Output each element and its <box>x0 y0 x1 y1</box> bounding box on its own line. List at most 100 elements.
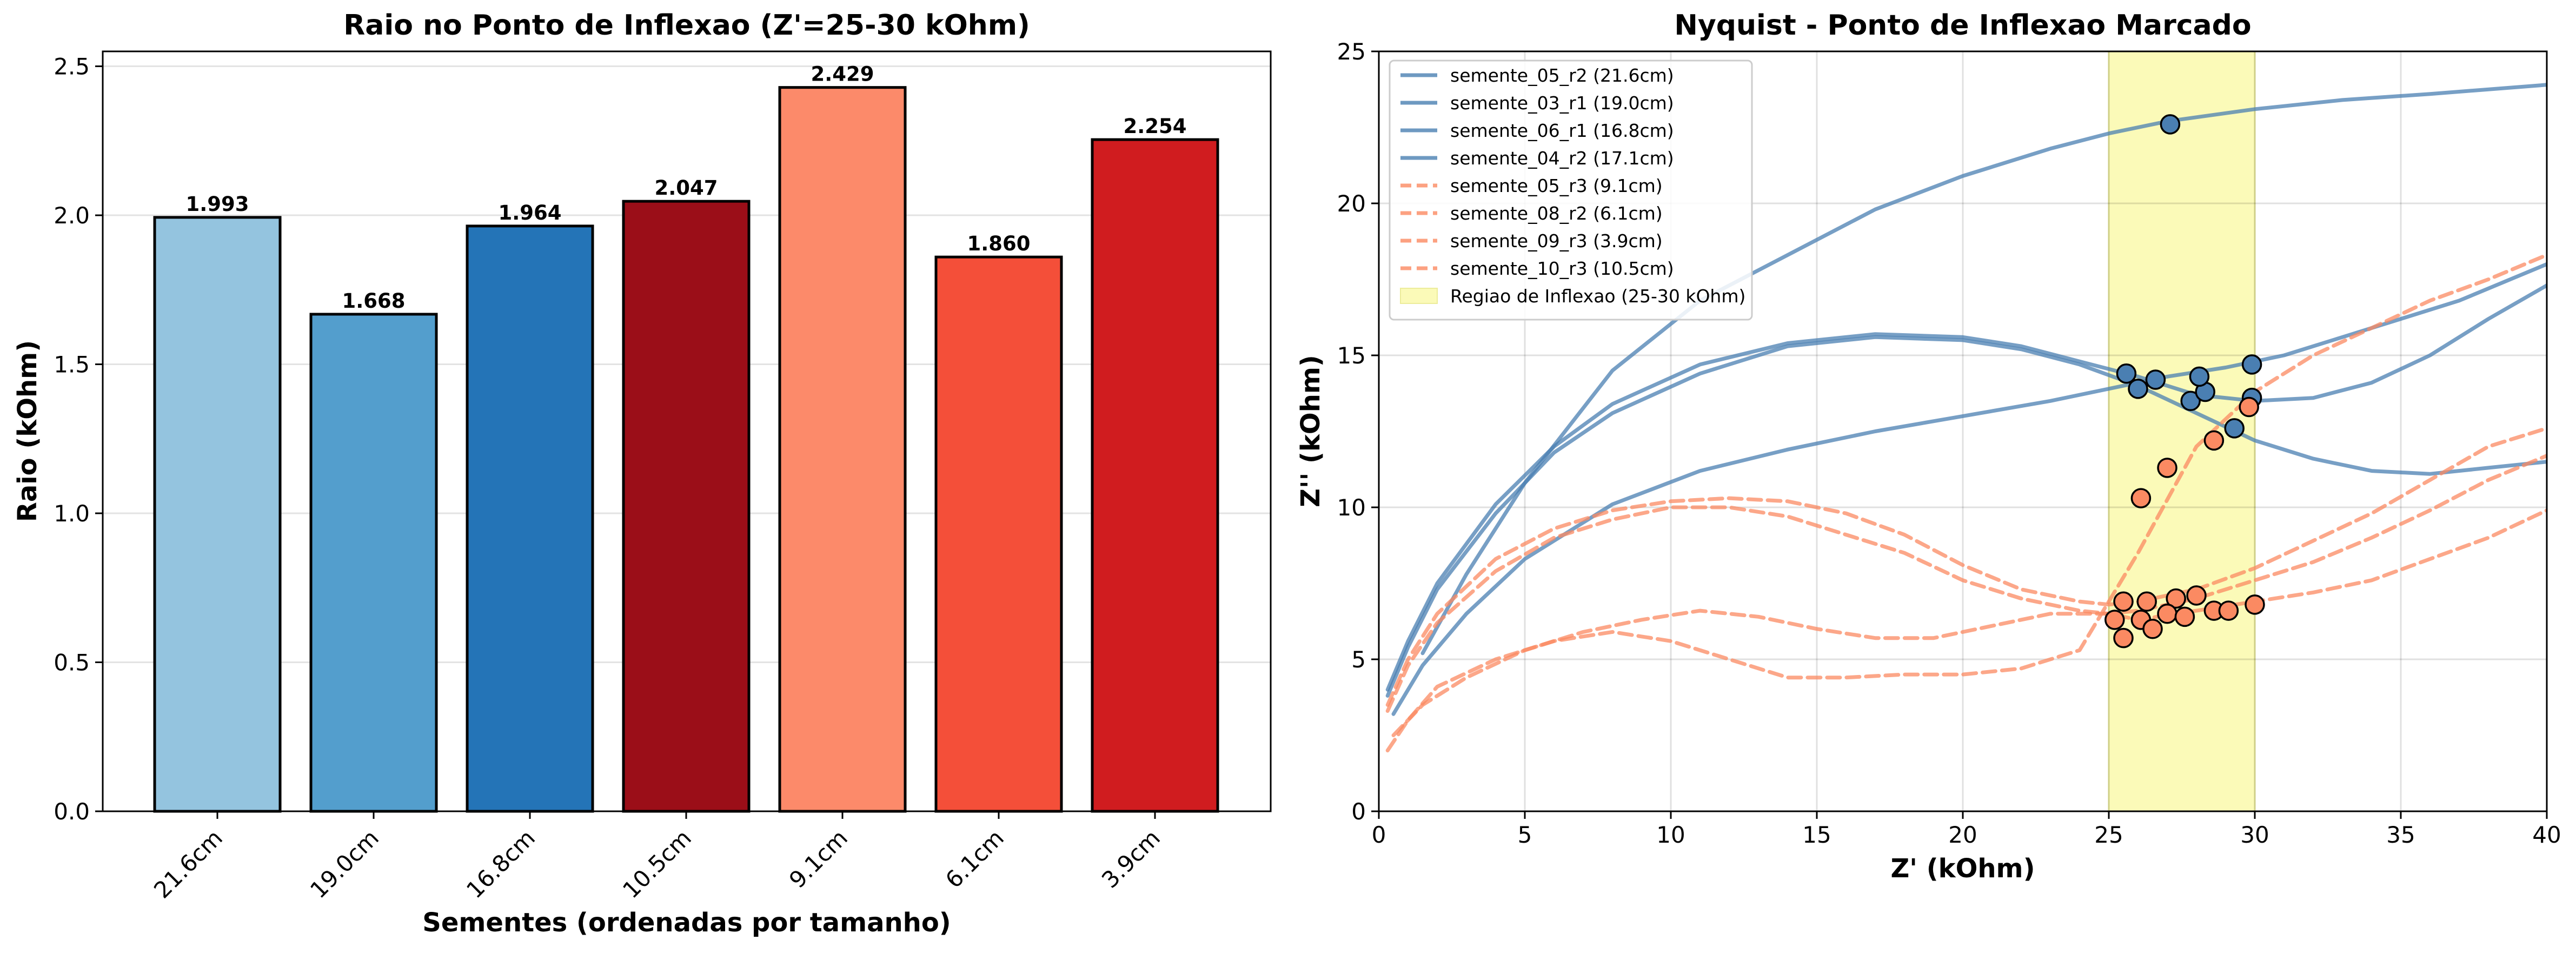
inflection-marker <box>2239 396 2259 418</box>
bar-chart-x-axis-label: Sementes (ordenadas por tamanho) <box>422 908 951 938</box>
inflection-marker <box>2174 606 2195 627</box>
bar-chart-bars <box>153 86 1219 813</box>
inflection-marker <box>2136 591 2157 612</box>
legend-entry: semente_06_r1 (16.8cm) <box>1450 120 1674 141</box>
inflection-marker <box>2224 418 2245 439</box>
legend-swatch <box>1400 288 1438 304</box>
bar-chart-title: Raio no Ponto de Inflexao (Z'=25-30 kOhm… <box>343 9 1030 42</box>
bar <box>309 313 438 813</box>
bar-x-tick-label: 10.5cm <box>618 824 696 903</box>
nyq-y-tick-label: 5 <box>1351 646 1366 673</box>
bar-chart-y-ticks: 0.0 0.5 1.0 1.5 2.0 2.5 <box>54 54 103 825</box>
nyquist-chart-y-axis-label: Z'' (kOhm) <box>1296 355 1326 507</box>
inflection-marker <box>2218 600 2239 621</box>
nyq-x-tick-label: 40 <box>2532 822 2561 848</box>
bar-x-tick-label: 21.6cm <box>149 824 228 903</box>
nyq-x-tick-label: 20 <box>1948 822 1977 848</box>
inflection-marker <box>2160 114 2181 135</box>
legend-entry: semente_04_r2 (17.1cm) <box>1450 148 1674 169</box>
nyq-y-tick-label: 20 <box>1337 190 1366 217</box>
legend-entry: semente_08_r2 (6.1cm) <box>1450 203 1663 224</box>
bar-y-tick-label: 0.5 <box>54 650 90 676</box>
nyquist-chart-frame <box>1378 50 2548 812</box>
nyq-x-tick-label: 5 <box>1518 822 1532 848</box>
nyq-x-tick-label: 0 <box>1372 822 1386 848</box>
inflection-marker <box>2189 366 2210 387</box>
inflection-marker <box>2157 603 2177 624</box>
inflection-marker <box>2166 588 2186 609</box>
bar <box>934 255 1063 813</box>
bar-value-label: 2.047 <box>654 176 718 200</box>
series-line <box>1385 253 2547 753</box>
bar-x-tick-label: 16.8cm <box>461 824 540 903</box>
inflection-marker <box>2157 458 2177 478</box>
nyquist-chart-y-ticks: 0 5 10 15 20 25 <box>1337 38 1379 825</box>
inflection-marker <box>2113 627 2134 648</box>
series-line <box>1385 335 2547 698</box>
bar-x-tick-label: 19.0cm <box>305 824 384 903</box>
nyq-y-tick-label: 25 <box>1337 38 1366 65</box>
bar <box>622 200 751 813</box>
bar-value-label: 1.993 <box>185 193 249 216</box>
inflection-marker <box>2241 354 2262 375</box>
bar-value-label: 2.254 <box>1123 115 1186 138</box>
bar-chart-frame <box>102 50 1272 812</box>
bar-chart-x-ticks: 21.6cm 19.0cm 16.8cm 10.5cm 9.1cm 6.1cm 3.9cm <box>149 811 1165 903</box>
bar <box>466 224 594 813</box>
nyq-y-tick-label: 10 <box>1337 494 1366 521</box>
nyquist-chart-x-ticks: 0 5 10 15 20 25 30 35 40 <box>1372 811 2561 848</box>
inflection-marker <box>2142 619 2163 639</box>
legend-entry: semente_05_r3 (9.1cm) <box>1450 175 1663 196</box>
series-line <box>1385 283 2547 692</box>
bar-chart: Raio no Ponto de Inflexao (Z'=25-30 kOhm… <box>12 9 1272 938</box>
bar-chart-y-axis-label: Raio (kOhm) <box>12 340 43 522</box>
bar-y-tick-label: 0.0 <box>54 798 90 825</box>
nyquist-chart-x-axis-label: Z' (kOhm) <box>1891 853 2035 884</box>
bar-y-tick-label: 2.5 <box>54 54 90 80</box>
nyquist-chart: Nyquist - Ponto de Inflexao Marcado 0 5 10… <box>1296 9 2561 884</box>
nyquist-chart-title: Nyquist - Ponto de Inflexao Marcado <box>1674 9 2251 42</box>
inflection-marker <box>2186 585 2207 606</box>
legend-entry: semente_09_r3 (3.9cm) <box>1450 230 1663 252</box>
inflection-marker <box>2130 488 2152 508</box>
bar-chart-value-labels: 1.993 1.668 1.964 2.047 2.429 1.860 2.254 <box>185 63 1186 313</box>
series-line <box>1385 426 2547 707</box>
bar-value-label: 1.668 <box>342 289 405 313</box>
inflection-marker <box>2145 369 2166 390</box>
bar-value-label: 1.964 <box>498 201 561 224</box>
nyq-y-tick-label: 15 <box>1337 342 1366 369</box>
bar-y-tick-label: 2.0 <box>54 202 90 229</box>
legend-entry: Regiao de Inflexao (25-30 kOhm) <box>1450 286 1745 307</box>
bar <box>778 86 907 813</box>
bar-value-label: 2.429 <box>811 63 874 86</box>
nyquist-chart-legend: semente_05_r2 (21.6cm) semente_03_r1 (19.… <box>1389 59 1753 321</box>
inflection-marker <box>2116 363 2137 384</box>
bar-x-tick-label: 6.1cm <box>940 824 1009 893</box>
legend-entry: semente_05_r2 (21.6cm) <box>1450 65 1674 86</box>
bar-y-tick-label: 1.0 <box>54 500 90 527</box>
nyquist-chart-inflection-markers <box>2104 114 2265 648</box>
inflection-marker <box>2104 610 2125 630</box>
series-line <box>1385 454 2547 713</box>
legend-box <box>1389 59 1753 321</box>
inflection-marker <box>2245 594 2265 615</box>
nyq-x-tick-label: 35 <box>2386 822 2415 848</box>
nyq-x-tick-label: 30 <box>2240 822 2269 848</box>
legend-entry: semente_03_r1 (19.0cm) <box>1450 92 1674 114</box>
nyq-x-tick-label: 25 <box>2094 822 2123 848</box>
inflection-marker <box>2180 391 2201 412</box>
inflection-marker <box>2113 591 2134 612</box>
series-line <box>1391 262 2547 716</box>
inflection-marker <box>2128 379 2148 399</box>
nyquist-chart-series <box>1385 83 2547 753</box>
bar <box>153 216 282 813</box>
bar-x-tick-label: 3.9cm <box>1097 824 1165 893</box>
bar-x-tick-label: 9.1cm <box>784 824 853 893</box>
legend-entry: semente_10_r3 (10.5cm) <box>1450 258 1674 279</box>
nyq-x-tick-label: 10 <box>1656 822 1685 848</box>
nyq-y-tick-label: 0 <box>1351 798 1366 825</box>
bar-y-tick-label: 1.5 <box>54 352 90 378</box>
inflection-marker <box>2203 430 2225 451</box>
